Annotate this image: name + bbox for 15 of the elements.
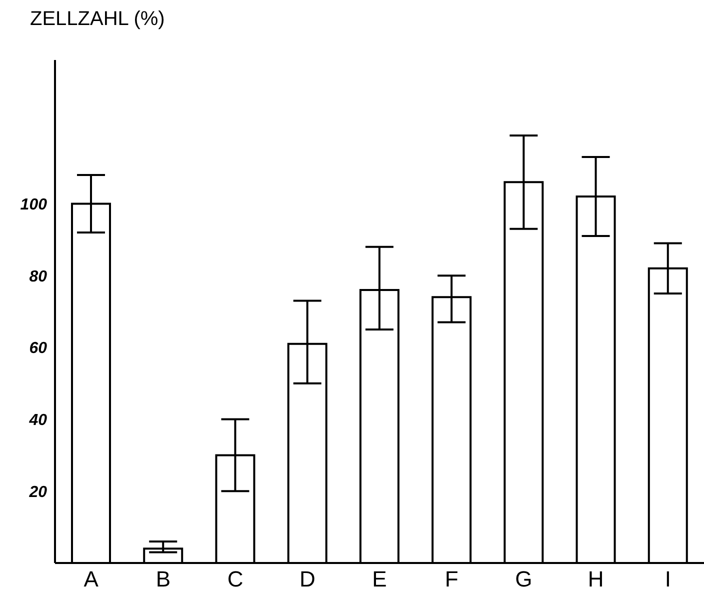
y-axis-title: ZELLZAHL (%) [30, 8, 165, 31]
x-tick-label: G [515, 566, 532, 592]
y-tick-label: 100 [20, 196, 48, 214]
x-tick-label: A [84, 566, 99, 592]
y-tick-label: 80 [29, 268, 48, 286]
x-tick-label: B [156, 566, 171, 592]
y-tick-label: 20 [28, 484, 48, 501]
y-tick-label: 40 [28, 412, 48, 429]
y-tick-label: 60 [29, 340, 48, 358]
x-tick-label: D [299, 566, 316, 592]
x-tick-label: E [372, 566, 387, 592]
x-tick-label: F [444, 566, 458, 592]
x-tick-label: C [227, 566, 244, 592]
x-tick-label: H [588, 566, 604, 592]
x-tick-label: I [664, 566, 672, 592]
